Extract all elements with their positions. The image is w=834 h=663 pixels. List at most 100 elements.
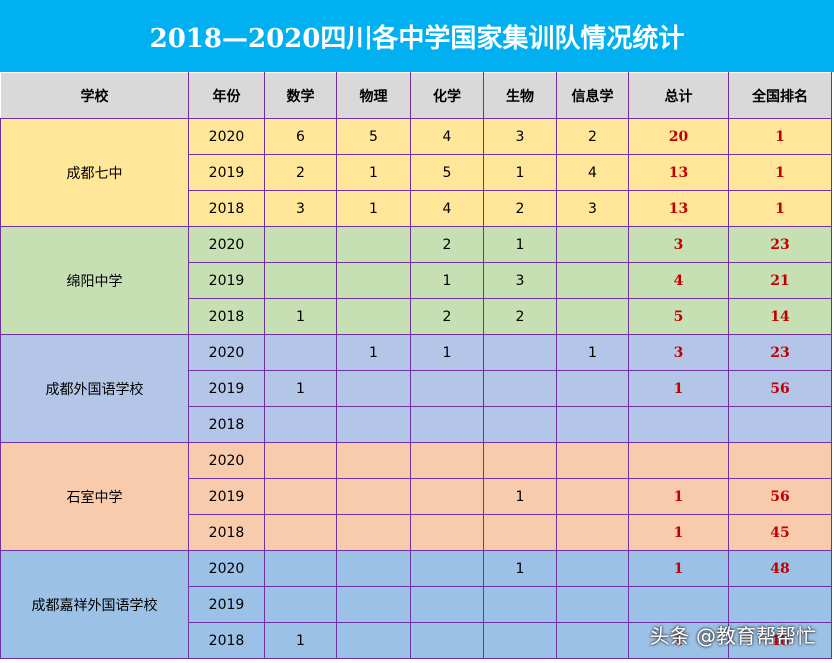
count-cell [556, 262, 629, 299]
total-cell: 20 [628, 118, 729, 155]
column-header: 信息学 [556, 72, 629, 119]
count-cell: 5 [410, 154, 484, 191]
year-cell: 2019 [188, 262, 265, 299]
count-cell: 2 [410, 226, 484, 263]
count-cell: 4 [410, 190, 484, 227]
count-cell: 3 [556, 190, 629, 227]
year-cell: 2018 [188, 298, 265, 335]
total-cell: 1 [628, 370, 729, 407]
year-cell: 2020 [188, 226, 265, 263]
count-cell [336, 586, 411, 623]
count-cell [483, 622, 557, 659]
year-cell: 2018 [188, 190, 265, 227]
count-cell: 1 [483, 550, 557, 587]
school-cell: 石室中学 [0, 442, 189, 551]
school-cell: 绵阳中学 [0, 226, 189, 335]
total-cell: 14 [728, 298, 832, 335]
year-cell: 2019 [188, 586, 265, 623]
total-cell: 3 [628, 226, 729, 263]
count-cell [556, 298, 629, 335]
count-cell: 1 [336, 154, 411, 191]
count-cell [410, 442, 484, 479]
total-cell: 1 [628, 514, 729, 551]
table-row: 2018 3 1 4 2 3 13 1 [1, 190, 832, 227]
count-cell [556, 586, 629, 623]
year-cell: 2018 [188, 514, 265, 551]
table-body: 成都七中 2020 6 5 4 3 2 20 1 2019 2 1 5 1 4 13 1 2018 3 1 4 2 3 13 1… [0, 118, 832, 659]
table-row: 成都七中 2020 6 5 4 3 2 20 1 [0, 118, 832, 227]
count-cell: 3 [483, 118, 557, 155]
count-cell [556, 406, 629, 443]
year-cell: 2018 [188, 406, 265, 443]
count-cell: 2 [410, 298, 484, 335]
total-cell: 1 [628, 622, 729, 659]
column-header: 学校 [0, 72, 189, 119]
count-cell [336, 406, 411, 443]
table-row: 2018 1 1 48 [1, 622, 832, 659]
table-row: 2018 [1, 406, 832, 443]
count-cell [336, 226, 411, 263]
count-cell: 2 [483, 190, 557, 227]
year-cell: 2019 [188, 478, 265, 515]
watermark: 头条 @教育帮帮忙 [649, 624, 816, 648]
count-cell [264, 442, 337, 479]
count-cell: 1 [264, 298, 337, 335]
count-cell [483, 334, 557, 371]
count-cell [336, 298, 411, 335]
count-cell [336, 514, 411, 551]
total-cell: 1 [728, 190, 832, 227]
count-cell: 2 [556, 118, 629, 155]
count-cell [556, 442, 629, 479]
total-cell [728, 586, 832, 623]
total-cell [728, 406, 832, 443]
count-cell: 1 [483, 478, 557, 515]
count-cell: 4 [556, 154, 629, 191]
count-cell [556, 478, 629, 515]
total-cell: 45 [728, 514, 832, 551]
total-cell [728, 442, 832, 479]
count-cell: 1 [336, 334, 411, 371]
count-cell [410, 478, 484, 515]
count-cell [483, 406, 557, 443]
table-row: 2019 [1, 586, 832, 623]
count-cell [264, 406, 337, 443]
total-cell: 1 [628, 478, 729, 515]
total-cell: 13 [628, 154, 729, 191]
count-cell [483, 514, 557, 551]
total-cell: 48 [728, 550, 832, 587]
count-cell [410, 514, 484, 551]
count-cell [556, 370, 629, 407]
total-cell: 1 [728, 118, 832, 155]
table-row: 2018 1 2 2 5 14 [1, 298, 832, 335]
total-cell [628, 406, 729, 443]
count-cell [556, 550, 629, 587]
header-row: 学校 年份 数学 物理 化学 生物 信息学 总计 全国排名 [0, 72, 832, 119]
table-row: 2019 2 1 5 1 4 13 1 [1, 154, 832, 191]
count-cell [336, 370, 411, 407]
total-cell: 48 [728, 622, 832, 659]
total-cell: 5 [628, 298, 729, 335]
total-cell: 56 [728, 370, 832, 407]
total-cell: 1 [628, 550, 729, 587]
count-cell [556, 514, 629, 551]
count-cell [336, 478, 411, 515]
count-cell [410, 550, 484, 587]
total-cell: 23 [728, 334, 832, 371]
count-cell [264, 262, 337, 299]
count-cell: 2 [483, 298, 557, 335]
count-cell [483, 442, 557, 479]
total-cell: 4 [628, 262, 729, 299]
count-cell: 1 [264, 370, 337, 407]
count-cell: 1 [410, 262, 484, 299]
year-cell: 2020 [188, 118, 265, 155]
count-cell [336, 622, 411, 659]
count-cell: 5 [336, 118, 411, 155]
count-cell: 6 [264, 118, 337, 155]
column-header: 全国排名 [728, 72, 832, 119]
count-cell [483, 586, 557, 623]
count-cell: 1 [264, 622, 337, 659]
count-cell [336, 550, 411, 587]
count-cell [556, 226, 629, 263]
table-row: 2019 1 1 56 [1, 370, 832, 407]
year-cell: 2019 [188, 154, 265, 191]
